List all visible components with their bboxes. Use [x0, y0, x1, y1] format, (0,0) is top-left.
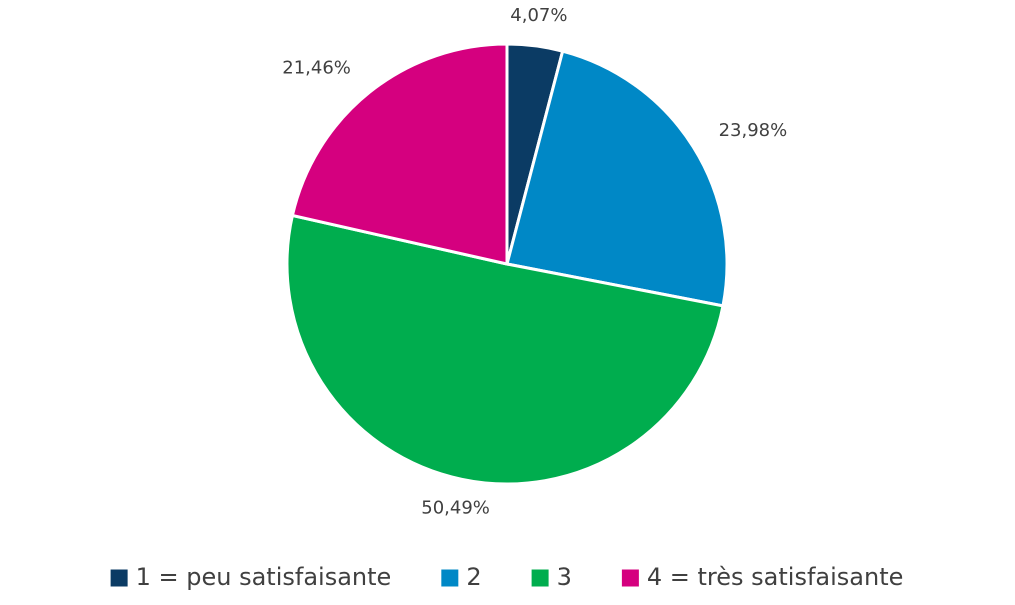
legend: 1 = peu satisfaisante 2 3 4 = très satisfai… — [110, 563, 904, 591]
pie-slice — [285, 213, 725, 486]
legend-swatch — [531, 569, 549, 587]
legend-label: 2 — [466, 563, 481, 591]
data-label: 21,46% — [282, 58, 351, 79]
legend-label: 4 = très satisfaisante — [647, 563, 904, 591]
legend-label: 3 — [557, 563, 572, 591]
data-label: 50,49% — [421, 498, 490, 519]
legend-swatch — [441, 569, 459, 587]
data-label: 23,98% — [719, 120, 788, 141]
legend-label: 1 = peu satisfaisante — [136, 563, 392, 591]
pie-slice — [505, 49, 729, 308]
legend-swatch — [110, 569, 128, 587]
legend-swatch — [621, 569, 639, 587]
pie-slice — [290, 42, 509, 266]
data-label: 4,07% — [510, 5, 567, 26]
